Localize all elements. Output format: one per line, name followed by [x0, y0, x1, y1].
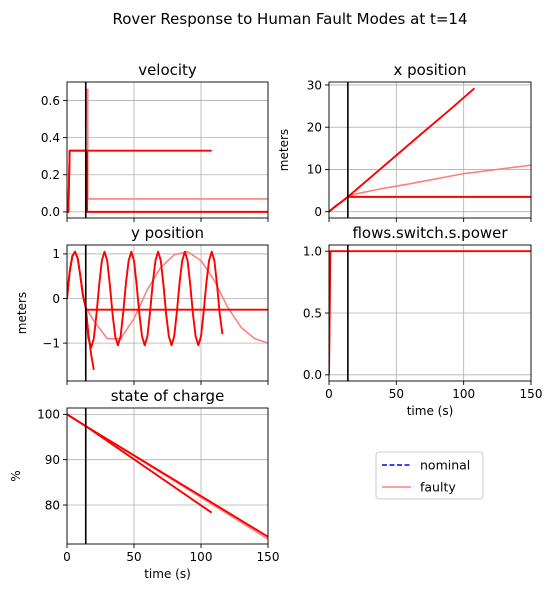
y-tick-label: 30 [307, 78, 322, 92]
x-tick-label: 50 [126, 550, 141, 564]
series-line-faulty-1 [67, 149, 212, 213]
x-tick-label: 50 [389, 387, 404, 401]
axes-frame [328, 81, 532, 219]
axes-frame [66, 244, 269, 382]
series-line-faulty-light-0 [329, 164, 531, 213]
panel-title: state of charge [111, 387, 225, 405]
panel-title: flows.switch.s.power [352, 224, 508, 242]
y-axis-label: meters [277, 129, 291, 171]
y-tick-label: 0 [52, 292, 60, 306]
panel-title: y position [131, 224, 204, 242]
panel-y-position: −1 0 1 y position meters [15, 224, 269, 385]
y-tick-label: 0.2 [41, 168, 60, 182]
legend-faulty-label: faulty [420, 480, 456, 495]
y-tick-label: 90 [45, 453, 60, 467]
axes-frame [66, 407, 269, 545]
y-tick-label: 100 [37, 408, 60, 422]
series-line-faulty-1 [67, 250, 224, 349]
series-line-faulty-1 [67, 413, 268, 538]
series-line-faulty-1 [329, 87, 476, 213]
panel-x-position: 0 10 20 30 x position meters [277, 61, 532, 222]
y-tick-label: 20 [307, 120, 322, 134]
y-tick-label: 0.0 [41, 205, 60, 219]
y-tick-label: 80 [45, 498, 60, 512]
y-tick-label: 0.4 [41, 131, 60, 145]
panel-title: x position [393, 61, 466, 79]
legend-nominal-label: nominal [420, 458, 470, 473]
x-tick-label: 100 [452, 387, 475, 401]
series-line-faulty-2 [67, 250, 95, 371]
y-tick-label: 1.0 [303, 244, 322, 258]
x-axis-label: time (s) [407, 404, 454, 418]
legend: nominal faulty [375, 451, 484, 500]
panel-flows-switch-s-power: 0 50 100 150 0.0 0.5 1.0 flows.switch.s.power ti… [303, 224, 543, 418]
y-tick-label: 10 [307, 163, 322, 177]
x-tick-label: 150 [520, 387, 543, 401]
y-tick-label: 0.0 [303, 368, 322, 382]
figure-title: Rover Response to Human Fault Modes at t… [112, 10, 467, 28]
y-tick-label: 1 [52, 247, 60, 261]
y-axis-label: % [9, 470, 23, 481]
y-axis-label: meters [15, 292, 29, 334]
x-axis-label: time (s) [144, 567, 191, 581]
y-tick-label: 0 [314, 205, 322, 219]
series-line-faulty-2 [329, 195, 531, 213]
panel-velocity: 0.0 0.2 0.4 0.6 velocity [41, 61, 269, 222]
y-tick-label: 0.5 [303, 306, 322, 320]
series-line-faulty-2 [67, 149, 268, 213]
series-line-faulty-2 [67, 413, 213, 514]
x-tick-label: 100 [190, 550, 213, 564]
y-tick-label: 0.6 [41, 94, 60, 108]
x-tick-label: 150 [257, 550, 280, 564]
y-tick-label: −1 [42, 336, 60, 350]
panel-state-of-charge: 0 50 100 150 80 90 100 state of charge time (s)% [9, 387, 279, 581]
panel-title: velocity [138, 61, 197, 79]
x-tick-label: 0 [63, 550, 71, 564]
axes-frame [66, 81, 269, 219]
x-tick-label: 0 [325, 387, 333, 401]
